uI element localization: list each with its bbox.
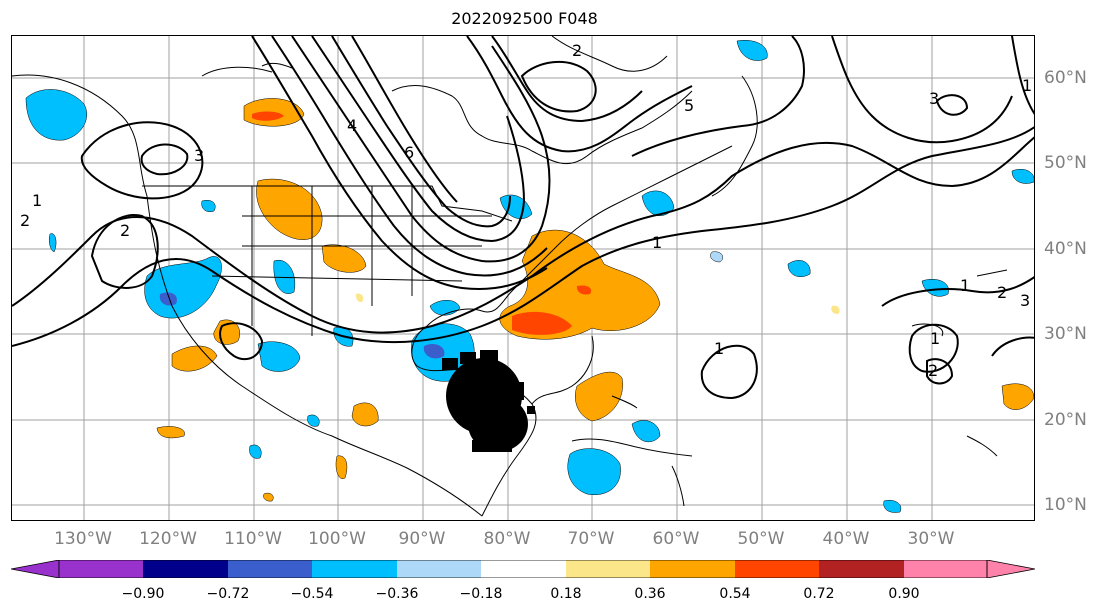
coastlines [12,36,758,517]
colorbar-segment [481,560,566,578]
colorbar-tick-label: −0.18 [459,586,503,602]
lat-label: 20°N [1044,410,1087,430]
contour-label: 2 [997,283,1007,302]
contour-label-group: 2 1 3 4 5 6 2 1 3 2 1 1 2 1 3 2 1 [20,41,1032,380]
contour-label: 1 [32,191,42,210]
colorbar-segment [228,560,312,578]
lat-label: 60°N [1044,68,1087,88]
colorbar [11,560,1035,578]
lon-label: 100°W [308,529,366,549]
lat-label: 10°N [1044,495,1087,515]
colorbar-tick-label: 0.36 [634,586,666,602]
colorbar-extend-high [986,560,1035,578]
contour-label: 3 [1020,291,1030,310]
colorbar-tick-label: 0.54 [719,586,751,602]
contour-label: 1 [960,276,970,295]
small-islands [261,62,1008,457]
contour-label: 6 [404,143,414,162]
contour-label: 1 [714,339,724,358]
map-title: 2022092500 F048 [451,9,598,28]
map-svg: 2 1 3 4 5 6 2 1 3 2 1 1 2 1 3 2 1 [12,36,1034,520]
lon-label: 80°W [483,529,531,549]
colorbar-tick-label: 0.18 [550,586,582,602]
colorbar-segment [650,560,735,578]
colorbar-tick-label: 0.90 [888,586,920,602]
map-panel: 2 1 3 4 5 6 2 1 3 2 1 1 2 1 3 2 1 [11,35,1035,521]
colorbar-tick-label: −0.54 [290,586,334,602]
colorbar-segment [819,560,904,578]
cyclone-marker [442,350,535,452]
colorbar-segment [735,560,819,578]
lon-label: 110°W [224,529,282,549]
lon-label: 130°W [54,529,112,549]
colorbar-tick-label: 0.72 [803,586,835,602]
colorbar-tick-label: −0.72 [206,586,250,602]
lon-label: 40°W [822,529,870,549]
colorbar-segment [143,560,228,578]
contour-label: 5 [684,96,694,115]
contour-label: 2 [572,41,582,60]
contour-label: 3 [194,146,204,165]
lon-label: 30°W [907,529,955,549]
lon-label: 60°W [652,529,700,549]
contour-label: 4 [347,116,357,135]
contour-lines [12,36,1034,400]
contour-label: 2 [120,221,130,240]
lat-label: 30°N [1044,324,1087,344]
contour-label: 3 [929,89,939,108]
lon-label: 70°W [567,529,615,549]
contour-label: 2 [928,361,938,380]
colorbar-tick-label: −0.90 [121,586,165,602]
contour-label: 1 [1022,76,1032,95]
lon-label: 90°W [398,529,446,549]
colorbar-segment [566,560,650,578]
colorbar-segment [312,560,397,578]
contour-label: 2 [20,211,30,230]
lat-label: 40°N [1044,239,1087,259]
contour-label: 1 [930,329,940,348]
colorbar-segment [397,560,481,578]
colorbar-segment [904,560,987,578]
lon-label: 120°W [139,529,197,549]
lon-label: 50°W [737,529,785,549]
lat-label: 50°N [1044,153,1087,173]
contour-label: 1 [652,233,662,252]
colorbar-segment [59,560,143,578]
positive-anomaly-fill [156,98,1034,502]
colorbar-tick-label: −0.36 [375,586,419,602]
colorbar-extend-low [11,560,60,578]
